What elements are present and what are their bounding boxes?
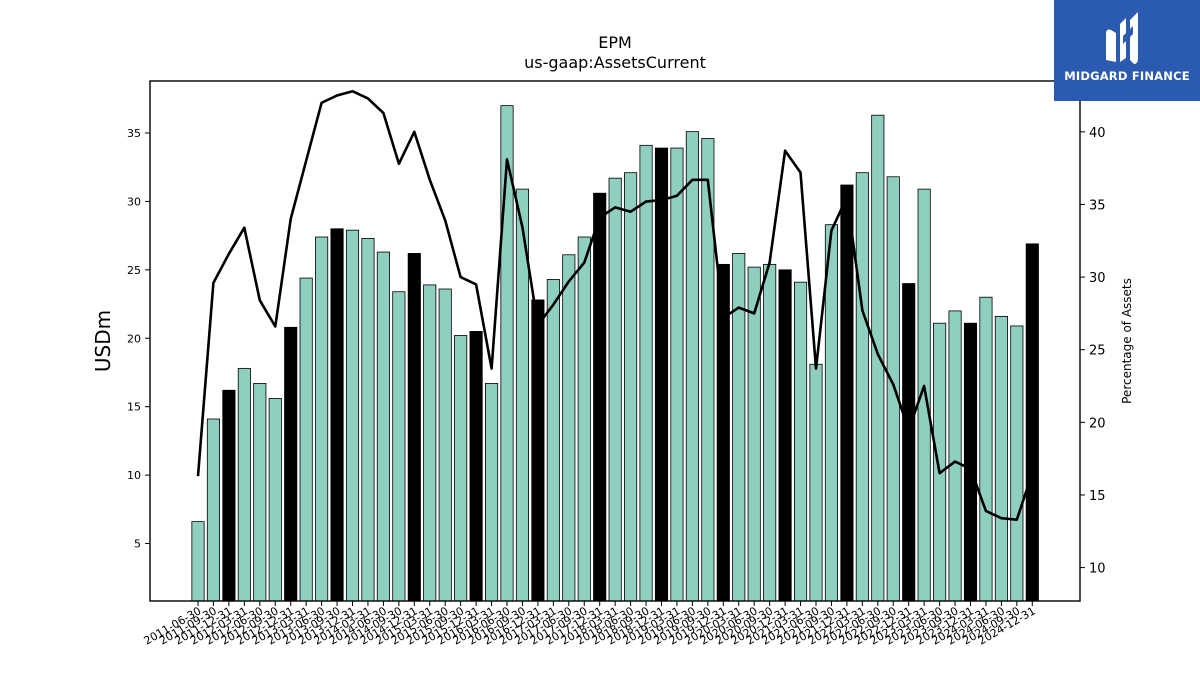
bar-2023-12-31: [963, 322, 978, 602]
chart-subtitle: us-gaap:AssetsCurrent: [524, 53, 706, 72]
bar-2023-06-30: [933, 322, 947, 602]
bar-2019-06-30: [685, 131, 699, 602]
bar-2022-03-31: [855, 172, 869, 602]
bar-2017-09-30: [577, 236, 591, 602]
bar-2018-12-31: [654, 147, 669, 602]
bar-2022-06-30: [871, 114, 885, 602]
y-tick-label: 35: [127, 127, 141, 140]
x-axis-ticks: 2011-06-302011-09-302011-12-312012-03-31…: [142, 601, 1038, 648]
y-tick-label: 10: [127, 469, 141, 482]
y-tick-label: 15: [127, 401, 141, 414]
bar-2015-12-31: [469, 331, 483, 602]
bar-2014-09-30: [392, 291, 406, 602]
y2-tick-label: 10: [1089, 562, 1106, 577]
bar-2013-12-31: [345, 229, 360, 602]
bar-2021-12-31: [840, 184, 854, 602]
brand-name: MIDGARD FINANCE: [1064, 69, 1190, 83]
y-tick-label: 5: [134, 538, 141, 551]
right-axis-ticks: 10 15 20 25 30 35 40: [1080, 126, 1106, 577]
bar-2017-12-31: [593, 192, 607, 602]
bar-2011-06-30: [191, 521, 205, 602]
bar-2021-09-30: [824, 224, 838, 602]
bar-2016-03-31: [484, 383, 499, 602]
bar-2020-12-31: [778, 269, 792, 602]
bar-2018-09-30: [639, 144, 653, 602]
bar-2013-03-31: [299, 277, 313, 602]
y2-tick-label: 15: [1089, 489, 1106, 504]
brand-mark-icon: [1106, 12, 1138, 64]
left-axis-ticks: 5 10 15 20 25 30 35: [127, 127, 150, 551]
bar-2022-09-30: [886, 176, 900, 602]
bar-2015-06-30: [438, 288, 452, 602]
chart-title: EPM: [598, 33, 632, 52]
y-tick-label: 30: [127, 195, 141, 208]
percentage-line: [196, 89, 1034, 522]
bar-2012-09-30: [268, 398, 282, 602]
bar-2021-03-31: [794, 281, 808, 602]
bar-2020-03-31: [732, 253, 746, 602]
y-axis-label: USDm: [91, 310, 115, 372]
bar-2018-06-30: [624, 172, 638, 602]
bar-2022-12-31: [902, 283, 916, 602]
brand-logo: MIDGARD FINANCE: [1054, 0, 1200, 101]
bar-2013-06-30: [315, 236, 329, 602]
bar-2019-03-31: [670, 147, 684, 602]
y-tick-label: 20: [127, 332, 141, 345]
bar-series: [191, 105, 1039, 602]
bar-2018-03-31: [608, 177, 622, 602]
bar-2014-03-31: [361, 237, 375, 602]
y2-tick-label: 35: [1089, 198, 1106, 213]
bar-2014-06-30: [376, 251, 390, 602]
bar-2024-03-31: [979, 296, 993, 602]
y2-tick-label: 30: [1089, 271, 1106, 286]
bar-2024-12-31: [1025, 243, 1039, 602]
y-tick-label: 25: [127, 264, 141, 277]
bar-2020-09-30: [763, 263, 777, 602]
bar-2015-09-30: [454, 335, 468, 602]
y2-tick-label: 40: [1089, 126, 1106, 141]
bar-2017-06-30: [562, 254, 576, 602]
bar-2020-06-30: [747, 266, 761, 602]
bar-2024-06-30: [994, 315, 1008, 602]
bar-2012-06-30: [253, 383, 267, 602]
bar-2012-03-31: [237, 367, 251, 602]
bar-2017-03-31: [546, 279, 560, 602]
bar-2013-09-30: [330, 228, 344, 602]
bar-2024-09-30: [1010, 325, 1024, 602]
bar-2015-03-31: [423, 284, 437, 602]
bar-2014-12-31: [407, 253, 421, 602]
y2-axis-label: Percentage of Assets: [1120, 278, 1134, 404]
bar-2016-12-31: [531, 299, 545, 602]
bar-2011-12-31: [222, 389, 236, 602]
bar-2023-09-30: [948, 310, 962, 602]
bar-2021-06-30: [809, 363, 823, 602]
bar-2012-12-31: [284, 326, 298, 602]
y2-tick-label: 20: [1089, 416, 1106, 431]
bar-2011-09-30: [206, 418, 221, 602]
y2-tick-label: 25: [1089, 344, 1106, 359]
